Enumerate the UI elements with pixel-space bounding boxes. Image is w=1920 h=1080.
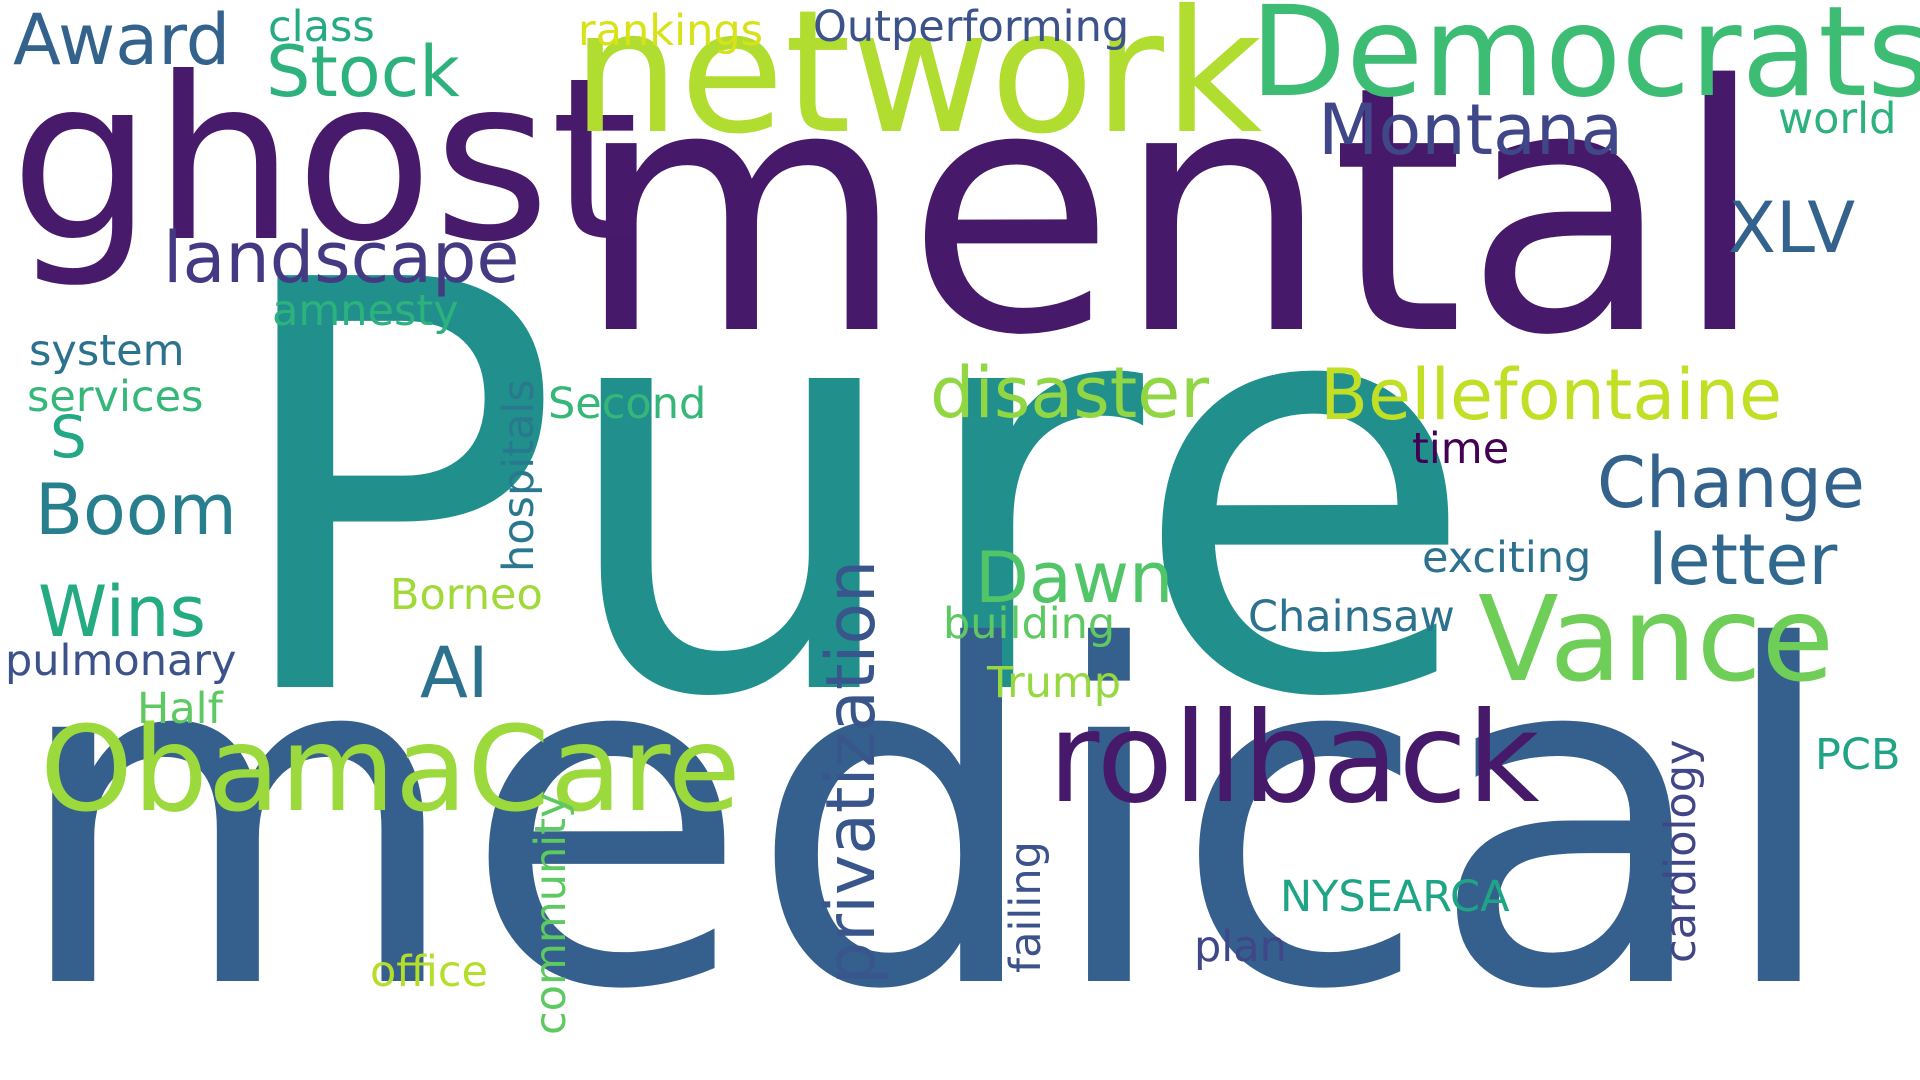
word-medical: medical — [10, 549, 1844, 1080]
word-ghost: ghost — [10, 30, 639, 292]
word-montana: Montana — [1318, 89, 1624, 171]
word-nysearca: NYSEARCA — [1280, 872, 1510, 922]
word-bellefontaine: Bellefontaine — [1320, 354, 1783, 436]
word-building: building — [943, 599, 1116, 649]
word-pcb: PCB — [1815, 730, 1901, 780]
word-s: S — [50, 403, 87, 471]
word-privatization: privatization — [812, 559, 891, 985]
word-cardiology: cardiology — [1656, 739, 1706, 963]
word-award: Award — [13, 0, 231, 81]
word-time: time — [1412, 424, 1510, 474]
word-ai: AI — [420, 632, 489, 714]
word-stock: Stock — [266, 31, 460, 113]
word-pure: Pure — [222, 164, 1479, 821]
word-mental: mental — [575, 14, 1767, 410]
word-amnesty: amnesty — [272, 286, 459, 336]
word-democrats: Democrats — [1250, 0, 1920, 125]
word-dawn: Dawn — [975, 537, 1174, 619]
word-pulmonary: pulmonary — [5, 636, 237, 686]
word-obamacare: ObamaCare — [40, 700, 741, 838]
word-system: system — [29, 326, 185, 376]
word-landscape: landscape — [163, 217, 520, 299]
word-disaster: disaster — [930, 352, 1210, 434]
word-change: Change — [1597, 442, 1866, 524]
word-community: community — [526, 792, 576, 1035]
word-network: network — [572, 0, 1263, 172]
word-world: world — [1778, 94, 1897, 144]
word-trump: Trump — [987, 658, 1122, 708]
word-failing: failing — [1001, 841, 1051, 973]
word-borneo: Borneo — [390, 570, 543, 620]
word-letter: letter — [1648, 519, 1838, 601]
word-services: services — [27, 372, 204, 422]
word-boom: Boom — [35, 469, 237, 551]
word-wins: Wins — [38, 571, 206, 653]
word-hospitals: hospitals — [494, 379, 544, 572]
word-chainsaw: Chainsaw — [1248, 592, 1455, 642]
word-exciting: exciting — [1422, 533, 1592, 583]
word-second: Second — [548, 379, 707, 429]
word-vance: Vance — [1478, 570, 1835, 708]
word-half: Half — [137, 684, 223, 734]
word-outperforming: Outperforming — [813, 2, 1130, 52]
word-office: office — [370, 947, 488, 997]
word-plan: plan — [1194, 922, 1287, 972]
word-xlv: XLV — [1728, 187, 1856, 269]
word-rollback: rollback — [1048, 686, 1540, 831]
word-rankings: rankings — [578, 6, 764, 56]
word-class: class — [268, 2, 375, 52]
